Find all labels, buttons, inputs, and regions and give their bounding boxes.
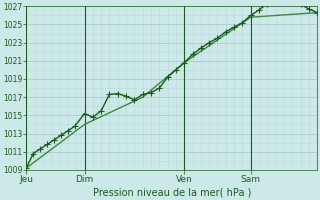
X-axis label: Pression niveau de la mer( hPa ): Pression niveau de la mer( hPa )	[92, 187, 251, 197]
